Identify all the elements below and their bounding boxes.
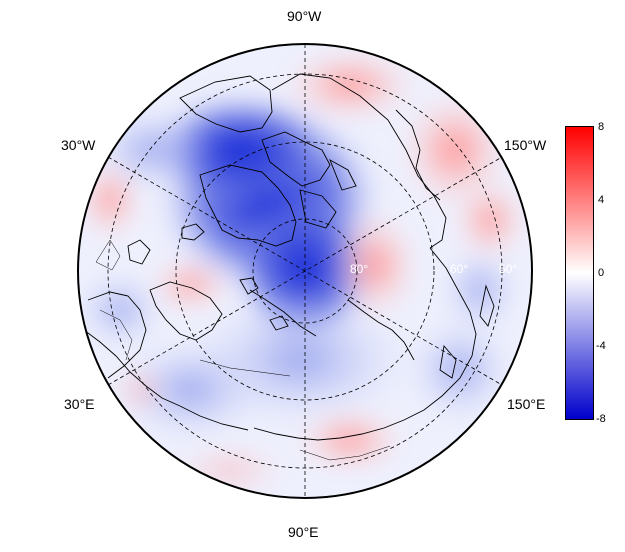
map-boundary [77, 43, 533, 499]
graticule [107, 44, 503, 498]
lon-label-30w: 30°W [61, 137, 96, 153]
colorbar-tick-neg8: -8 [596, 413, 606, 425]
lon-label-150w: 150°W [504, 137, 547, 153]
lon-label-30e: 30°E [64, 396, 95, 412]
lon-label-90e: 90°E [288, 524, 319, 540]
lon-label-150e: 150°E [507, 396, 546, 412]
colorbar-tick-4: 4 [598, 194, 605, 206]
colorbar-tick-0: 0 [598, 267, 605, 279]
coastlines [83, 73, 495, 461]
lat-label-80: 80° [350, 262, 368, 276]
lat-label-50: 50° [499, 262, 517, 276]
colorbar-tick-neg4: -4 [596, 340, 606, 352]
colorbar-tick-8: 8 [598, 121, 605, 133]
lon-label-90w: 90°W [287, 8, 322, 24]
lat-label-60: 60° [450, 262, 468, 276]
colorbar [565, 126, 594, 420]
